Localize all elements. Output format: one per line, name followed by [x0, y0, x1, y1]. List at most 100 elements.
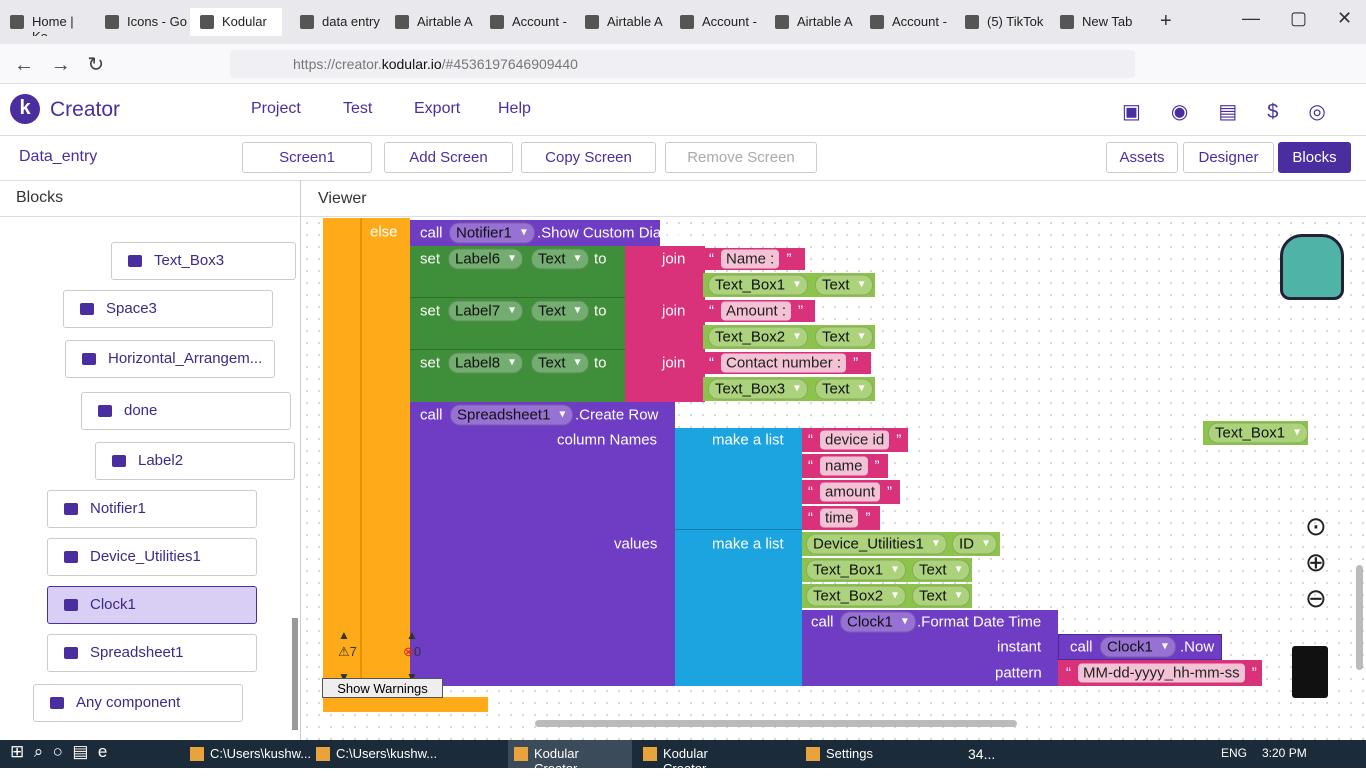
- v-scrollbar[interactable]: [1356, 565, 1363, 670]
- component-item[interactable]: done: [81, 392, 291, 430]
- block-dropdown[interactable]: Text_Box2: [806, 585, 907, 607]
- nav-buttons[interactable]: ← → ↻: [14, 54, 105, 76]
- block-dropdown[interactable]: Text_Box1: [806, 559, 907, 581]
- viewer-title: Viewer: [318, 190, 367, 207]
- block-label: join: [662, 302, 686, 320]
- block-dropdown[interactable]: Text: [912, 559, 970, 581]
- component-item-selected[interactable]: Clock1: [47, 586, 257, 624]
- block-call: [410, 402, 675, 686]
- designer-button[interactable]: Designer: [1183, 142, 1274, 173]
- component-item[interactable]: Spreadsheet1: [47, 634, 257, 672]
- component-item[interactable]: Any component: [33, 684, 243, 722]
- component-item[interactable]: Horizontal_Arrangem...: [65, 340, 275, 378]
- h-scrollbar[interactable]: [535, 720, 1017, 727]
- component-item[interactable]: Space3: [63, 290, 273, 328]
- add-screen[interactable]: Add Screen: [384, 142, 513, 173]
- url-bar[interactable]: [230, 50, 1135, 78]
- block-dropdown[interactable]: Text_Box2: [708, 326, 809, 348]
- block-label: set: [420, 302, 441, 320]
- remove-screen[interactable]: Remove Screen: [665, 142, 817, 173]
- browser-tab[interactable]: New Tab: [1050, 8, 1142, 36]
- error-count: ⊗0: [403, 644, 422, 659]
- block-dropdown[interactable]: ID: [952, 533, 997, 555]
- block-edge: [360, 218, 362, 688]
- header-icons[interactable]: ▣◉▤$◎: [1122, 101, 1356, 123]
- browser-tab[interactable]: (5) TikTok: [955, 8, 1047, 36]
- block-label: column Names: [557, 431, 658, 449]
- block-dropdown[interactable]: Clock1: [840, 611, 916, 633]
- window-controls[interactable]: — ▢ ✕: [1242, 8, 1353, 28]
- block-dropdown[interactable]: Text: [912, 585, 970, 607]
- browser-tab[interactable]: Home | Ko: [0, 8, 92, 36]
- new-tab[interactable]: +: [1160, 10, 1172, 32]
- block-dropdown[interactable]: Text: [815, 378, 873, 400]
- logo[interactable]: k: [10, 94, 40, 124]
- block-string: Amount :: [709, 301, 803, 321]
- divider: [0, 135, 1366, 136]
- taskbar-item[interactable]: Kodular Creator...: [508, 740, 632, 776]
- menu-item[interactable]: Test: [343, 100, 373, 117]
- block-dropdown[interactable]: Text: [531, 300, 589, 322]
- block-string: Contact number :: [709, 353, 858, 373]
- scrollbar[interactable]: [292, 618, 298, 730]
- block-dropdown[interactable]: Text: [815, 326, 873, 348]
- block-dropdown[interactable]: Label7: [448, 300, 524, 322]
- block-dropdown[interactable]: Clock1: [1100, 636, 1176, 658]
- block-string: time: [808, 508, 871, 528]
- block-dropdown[interactable]: Text_Box1: [1208, 422, 1309, 444]
- block-label: pattern: [995, 664, 1042, 682]
- url: https://creator.kodular.io/#453619764690…: [293, 56, 578, 72]
- start-search[interactable]: ⊞ ⌕ ○ ▤ e: [10, 742, 108, 761]
- copy-screen[interactable]: Copy Screen: [521, 142, 656, 173]
- block-join: [625, 350, 705, 402]
- browser-tab[interactable]: Icons - Go: [95, 8, 187, 36]
- block-dropdown[interactable]: Text: [815, 274, 873, 296]
- menu-item[interactable]: Help: [498, 100, 531, 117]
- error-arrows[interactable]: ▲ ▼: [406, 628, 418, 684]
- taskbar-item[interactable]: Settings: [800, 740, 890, 768]
- block-list: [675, 530, 802, 686]
- clock[interactable]: 3:20 PM: [1262, 746, 1307, 760]
- block-if-foot: [323, 697, 488, 712]
- browser-tab[interactable]: Airtable A: [385, 8, 477, 36]
- language[interactable]: ENG: [1221, 746, 1248, 760]
- taskbar-item[interactable]: C:\Users\kushw...: [310, 740, 437, 768]
- block-dropdown[interactable]: Label8: [448, 352, 524, 374]
- weather[interactable]: 34...: [968, 746, 996, 762]
- block-dropdown[interactable]: Device_Utilities1: [806, 533, 947, 555]
- block-label: .Format Date Time: [917, 613, 1042, 631]
- taskbar-item[interactable]: Kodular Creator...: [637, 740, 761, 776]
- warning-arrows[interactable]: ▲ ▼: [338, 628, 350, 684]
- assets-button[interactable]: Assets: [1106, 142, 1178, 173]
- component-item[interactable]: Label2: [95, 442, 295, 480]
- taskbar-item[interactable]: C:\Users\kushw...: [184, 740, 311, 768]
- viewer-header: [301, 181, 1366, 217]
- browser-tab[interactable]: Account -: [670, 8, 762, 36]
- blocks-button[interactable]: Blocks: [1278, 142, 1351, 173]
- zoom-controls[interactable]: ⊙ ⊕ ⊖: [1305, 511, 1327, 613]
- trash[interactable]: [1292, 646, 1328, 698]
- menu-item[interactable]: Project: [251, 100, 301, 117]
- component-item[interactable]: Device_Utilities1: [47, 538, 257, 576]
- block-dropdown[interactable]: Text_Box1: [708, 274, 809, 296]
- browser-tab[interactable]: Account -: [860, 8, 952, 36]
- browser-tab[interactable]: Airtable A: [575, 8, 667, 36]
- block-dropdown[interactable]: Label6: [448, 248, 524, 270]
- block-dropdown[interactable]: Text: [531, 352, 589, 374]
- browser-tab[interactable]: Kodular: [190, 8, 282, 36]
- block-label: .Show Custom Dialog: [537, 224, 682, 242]
- browser-tab[interactable]: data entry: [290, 8, 382, 36]
- block-dropdown[interactable]: Spreadsheet1: [450, 404, 574, 426]
- block-dropdown[interactable]: Text: [531, 248, 589, 270]
- component-item[interactable]: Text_Box3: [111, 242, 296, 280]
- block-dropdown[interactable]: Text_Box3: [708, 378, 809, 400]
- browser-tab[interactable]: Airtable A: [765, 8, 857, 36]
- browser-tab[interactable]: Account -: [480, 8, 572, 36]
- screen-select[interactable]: Screen1: [242, 142, 372, 173]
- backpack[interactable]: [1280, 234, 1344, 300]
- component-item[interactable]: Notifier1: [47, 490, 257, 528]
- show-warnings[interactable]: Show Warnings: [322, 678, 443, 698]
- menu-item[interactable]: Export: [414, 100, 461, 117]
- block-dropdown[interactable]: Notifier1: [449, 222, 535, 244]
